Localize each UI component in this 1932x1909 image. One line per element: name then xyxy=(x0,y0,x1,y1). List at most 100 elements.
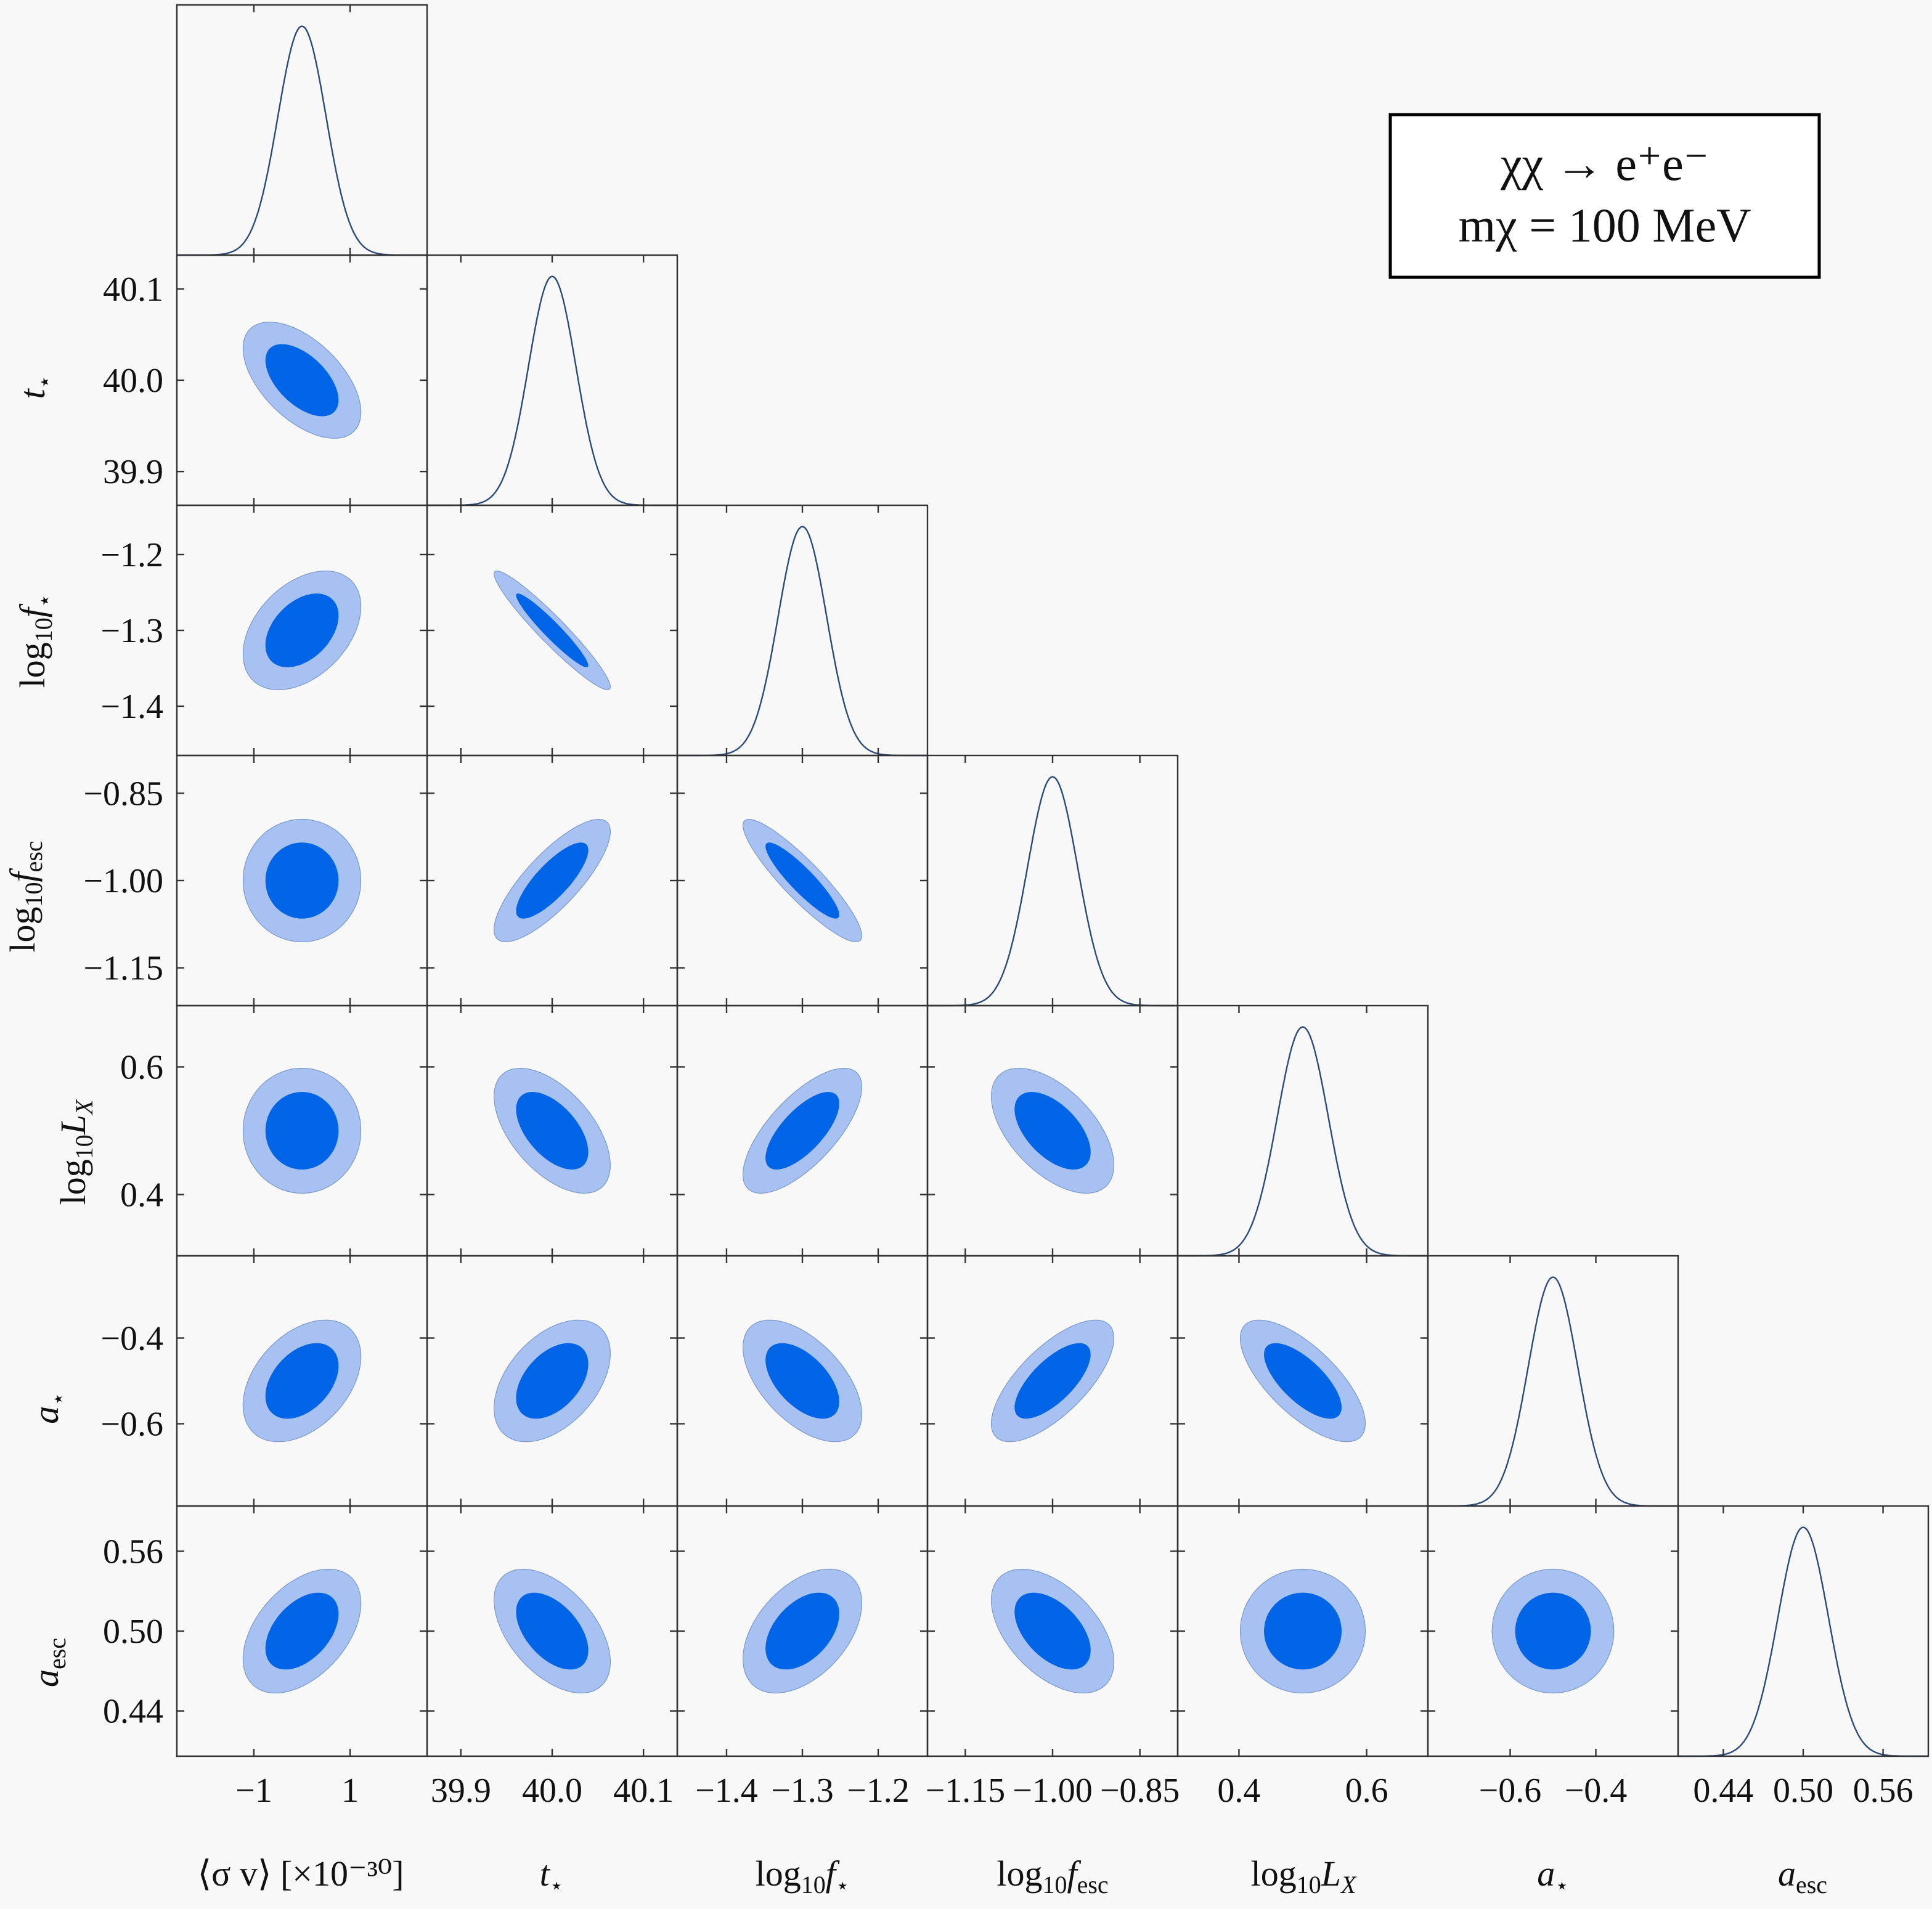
ytick-label-logfstar-1: −1.3 xyxy=(100,612,163,650)
panel-grid: −1 1 39.9 40.0 40.1 −1.4 −1.3 −1.2 −1.15 −1.00 −0.… xyxy=(83,4,1930,1810)
panel-astar-logfesc xyxy=(926,1255,1179,1507)
panel-loglx-logfstar xyxy=(676,1004,929,1257)
panel-logfesc-logfesc xyxy=(926,754,1179,1007)
panel-astar-sv xyxy=(176,1255,428,1507)
contour-68-astar-sv xyxy=(265,1343,339,1419)
contour-68-aesc-logfesc xyxy=(1014,1592,1091,1670)
legend-line-1: χχ → e⁺e⁻ xyxy=(1500,137,1709,190)
xtick-label-astar-1: −0.4 xyxy=(1565,1772,1628,1810)
xtick-label-logfesc-2: −0.85 xyxy=(1100,1772,1180,1810)
xtick-label-tstar-2: 40.1 xyxy=(613,1772,674,1810)
marginal-curve-tstar xyxy=(427,275,677,507)
legend: χχ → e⁺e⁻ mχ = 100 MeV xyxy=(1388,113,1821,279)
marginal-curve-logfstar xyxy=(677,526,927,757)
ytick-label-logfesc-1: −1.00 xyxy=(83,862,163,900)
panel-tstar-sv xyxy=(176,254,428,507)
panel-logfesc-logfstar xyxy=(676,754,929,1007)
xlabel-logfesc: log10fesc xyxy=(997,1854,1108,1899)
panel-logfstar-tstar xyxy=(426,504,679,757)
xtick-label-tstar-0: 39.9 xyxy=(431,1772,491,1810)
xtick-label-logfesc-0: −1.15 xyxy=(926,1772,1006,1810)
panel-frame-loglx-loglx xyxy=(1176,1004,1429,1257)
xtick-label-logfstar-1: −1.3 xyxy=(771,1772,834,1810)
ytick-label-astar-0: −0.6 xyxy=(100,1406,163,1444)
xtick-label-aesc-1: 0.50 xyxy=(1773,1772,1833,1810)
panel-aesc-aesc xyxy=(1677,1505,1930,1757)
ytick-label-loglx-0: 0.4 xyxy=(120,1176,163,1215)
panel-frame-logfesc-logfesc xyxy=(926,754,1179,1007)
ytick-label-tstar-1: 40.0 xyxy=(103,362,163,400)
panel-frame-astar-astar xyxy=(1427,1255,1679,1507)
xlabel-astar: a⋆ xyxy=(1537,1854,1569,1898)
panel-astar-astar xyxy=(1427,1255,1679,1507)
ytick-label-logfesc-0: −1.15 xyxy=(83,950,163,988)
panel-loglx-tstar xyxy=(426,1004,679,1257)
contour-68-astar-logfesc xyxy=(1014,1343,1091,1419)
xtick-label-logfesc-1: −1.00 xyxy=(1013,1772,1093,1810)
xtick-label-logfstar-2: −1.2 xyxy=(847,1772,910,1810)
contour-68-loglx-logfesc xyxy=(1014,1092,1091,1170)
panel-loglx-loglx xyxy=(1176,1004,1429,1257)
ylabel-astar: a⋆ xyxy=(26,1392,70,1424)
ytick-label-logfstar-2: −1.2 xyxy=(100,536,163,574)
xtick-label-aesc-0: 0.44 xyxy=(1693,1772,1753,1810)
ytick-label-loglx-1: 0.6 xyxy=(120,1048,163,1086)
legend-box xyxy=(1388,113,1821,279)
panel-frame-logfstar-logfstar xyxy=(676,504,929,757)
ytick-label-aesc-0: 0.44 xyxy=(103,1693,163,1731)
panel-frame-sv-sv xyxy=(176,4,428,256)
ytick-label-astar-1: −0.4 xyxy=(100,1319,163,1357)
ytick-label-aesc-2: 0.56 xyxy=(103,1532,163,1571)
panel-aesc-tstar xyxy=(426,1505,679,1757)
panel-tstar-tstar xyxy=(426,254,679,507)
xlabel-tstar: t⋆ xyxy=(540,1854,564,1898)
xtick-label-loglx-1: 0.6 xyxy=(1345,1772,1388,1810)
xtick-label-sv-0: −1 xyxy=(235,1772,272,1810)
panel-frame-aesc-aesc xyxy=(1677,1505,1930,1757)
panel-aesc-logfstar xyxy=(676,1505,929,1757)
xlabel-loglx: log10LX xyxy=(1251,1854,1357,1899)
marginal-curve-loglx xyxy=(1178,1026,1428,1257)
legend-line-1-text: χχ → e⁺e⁻ xyxy=(1500,137,1709,190)
contour-68-aesc-sv xyxy=(265,1592,339,1670)
contour-68-logfstar-tstar xyxy=(516,593,589,667)
xtick-label-loglx-0: 0.4 xyxy=(1217,1772,1260,1810)
contour-68-astar-loglx xyxy=(1264,1343,1342,1419)
xlabel-logfstar: log10f⋆ xyxy=(756,1854,850,1899)
xtick-label-aesc-2: 0.56 xyxy=(1853,1772,1914,1810)
panel-frame-tstar-tstar xyxy=(426,254,679,507)
panel-astar-logfstar xyxy=(676,1255,929,1507)
contour-68-astar-logfstar xyxy=(765,1343,839,1419)
marginal-curve-sv xyxy=(177,25,427,256)
marginal-curve-astar xyxy=(1428,1276,1678,1507)
contour-68-aesc-tstar xyxy=(516,1592,589,1670)
xtick-label-tstar-1: 40.0 xyxy=(522,1772,582,1810)
panel-logfesc-tstar xyxy=(426,754,679,1007)
panel-loglx-logfesc xyxy=(926,1004,1179,1257)
panel-astar-loglx xyxy=(1176,1255,1429,1507)
xlabel-aesc: aesc xyxy=(1778,1854,1827,1899)
contour-68-loglx-logfstar xyxy=(765,1092,839,1170)
panel-logfstar-logfstar xyxy=(676,504,929,757)
xtick-label-astar-0: −0.6 xyxy=(1479,1772,1542,1810)
ytick-label-logfesc-2: −0.85 xyxy=(83,775,163,813)
panel-logfstar-sv xyxy=(176,504,428,757)
contour-68-logfesc-logfstar xyxy=(765,842,839,919)
panel-aesc-logfesc xyxy=(926,1505,1179,1757)
legend-line-2-text: mχ = 100 MeV xyxy=(1458,198,1751,252)
legend-line-2: mχ = 100 MeV xyxy=(1458,198,1751,252)
ylabel-logfstar: log10f⋆ xyxy=(12,594,57,688)
contour-68-loglx-tstar xyxy=(516,1092,589,1170)
contour-68-aesc-logfstar xyxy=(765,1592,839,1670)
contour-68-loglx-sv xyxy=(265,1092,339,1170)
panel-loglx-sv xyxy=(176,1004,428,1257)
panel-aesc-sv xyxy=(176,1505,428,1757)
contour-68-logfesc-sv xyxy=(265,842,339,919)
contour-68-aesc-loglx xyxy=(1264,1592,1342,1670)
ytick-label-logfstar-0: −1.4 xyxy=(100,688,163,726)
contour-68-aesc-astar xyxy=(1515,1592,1591,1670)
panel-sv-sv xyxy=(176,4,428,256)
contour-68-logfesc-tstar xyxy=(516,842,589,919)
xlabel-sv-text: ⟨σ v⟩ [×10⁻³⁰] xyxy=(197,1854,404,1894)
